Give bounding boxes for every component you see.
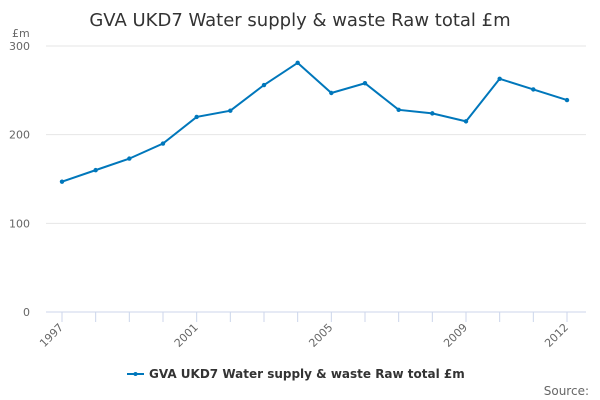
x-tick-label: 2005 — [306, 321, 335, 350]
data-point — [396, 107, 401, 113]
x-tick-label: 2009 — [441, 321, 470, 350]
data-point — [531, 87, 536, 92]
data-point — [59, 179, 65, 184]
data-point — [295, 60, 300, 66]
x-tick-label: 2001 — [172, 321, 201, 350]
y-tick-label: 100 — [9, 217, 30, 230]
data-point — [463, 119, 469, 124]
data-point — [261, 82, 267, 88]
y-tick-label: 200 — [9, 129, 30, 142]
data-point — [362, 81, 368, 86]
y-axis-label: £m — [12, 27, 30, 40]
source-label: Source: — [544, 384, 589, 398]
series-line — [61, 61, 568, 183]
y-tick-label: 0 — [23, 306, 30, 319]
x-tick-label: 2012 — [542, 321, 571, 350]
data-point — [329, 90, 334, 96]
data-point — [430, 111, 435, 116]
data-point — [93, 167, 98, 173]
y-tick-label: 300 — [9, 40, 30, 53]
legend[interactable]: GVA UKD7 Water supply & waste Raw total … — [127, 367, 465, 381]
x-tick-label: 1997 — [37, 321, 66, 350]
data-point — [228, 108, 233, 113]
data-point — [160, 141, 166, 146]
legend-point-marker — [133, 372, 138, 376]
data-point — [127, 156, 132, 161]
data-point — [564, 97, 570, 103]
chart-title: GVA UKD7 Water supply & waste Raw total … — [89, 10, 510, 31]
data-point — [497, 76, 502, 82]
data-point — [194, 114, 199, 120]
legend-label: GVA UKD7 Water supply & waste Raw total … — [149, 367, 465, 381]
